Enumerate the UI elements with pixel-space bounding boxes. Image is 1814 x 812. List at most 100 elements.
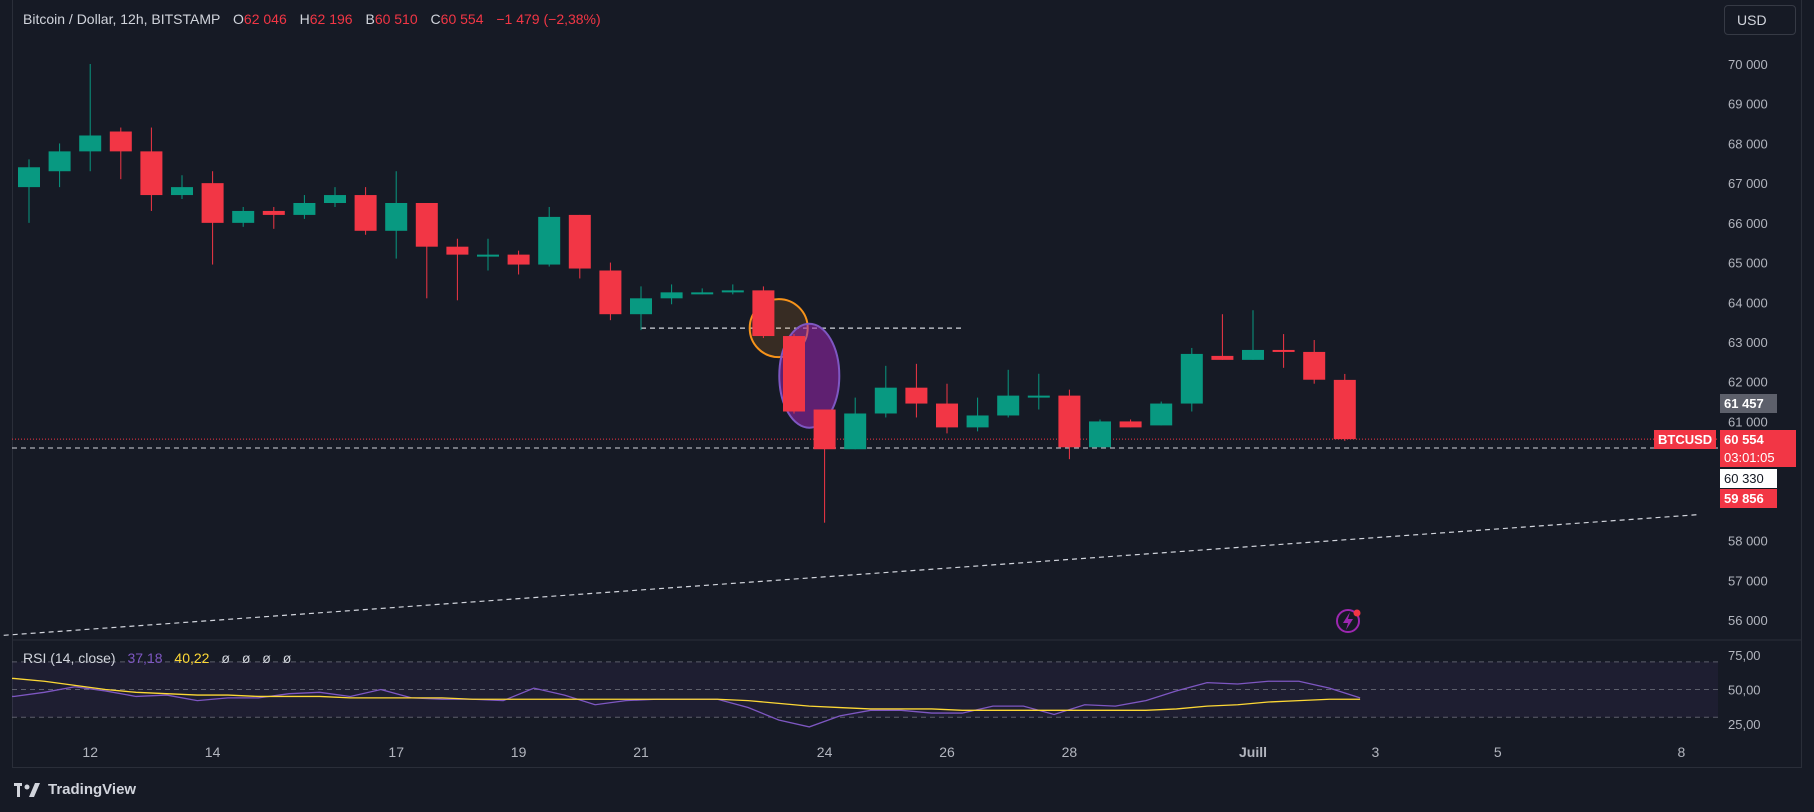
candle	[18, 159, 40, 223]
candle-body	[844, 413, 867, 450]
candle-body	[18, 167, 40, 188]
candle-body	[538, 216, 561, 265]
candle-body	[507, 254, 530, 265]
candle-body	[171, 187, 193, 196]
candle	[1242, 310, 1264, 360]
close-label: C	[430, 11, 441, 27]
price-tag-59856: 59 856	[1720, 489, 1777, 508]
candle	[293, 195, 316, 219]
candle	[813, 409, 836, 523]
candle-body	[232, 210, 255, 223]
countdown-tag: 03:01:05	[1720, 448, 1796, 467]
price-tick-label: 64 000	[1728, 295, 1768, 310]
open-value: 62 046	[243, 11, 287, 27]
rsi-empty-1: ø	[221, 650, 230, 666]
candle	[1303, 340, 1326, 384]
price-tick-label: 63 000	[1728, 335, 1768, 350]
alert-dot	[1353, 609, 1361, 617]
candle-body	[1303, 351, 1326, 380]
price-tick-label: 56 000	[1728, 613, 1768, 628]
grid-layer	[12, 639, 1802, 641]
candle	[385, 171, 408, 259]
candle-body	[599, 270, 622, 315]
price-tag-60330: 60 330	[1720, 469, 1777, 488]
candle	[844, 397, 867, 450]
candle	[140, 127, 163, 211]
price-tick-label: 57 000	[1728, 573, 1768, 588]
candle	[324, 187, 346, 207]
candle	[477, 238, 499, 271]
candle	[936, 383, 958, 434]
symbol-tag: BTCUSD	[1654, 430, 1716, 449]
candle-body	[1058, 395, 1081, 448]
candle	[874, 365, 897, 418]
candle-body	[1089, 421, 1111, 448]
rsi-tick-label: 50,00	[1728, 683, 1761, 698]
candle-body	[140, 151, 163, 196]
candle-body	[936, 403, 958, 428]
tradingview-logo-icon	[14, 782, 40, 797]
time-tick-label: 26	[939, 744, 955, 760]
candle-body	[385, 203, 408, 231]
price-tick-label: 67 000	[1728, 176, 1768, 191]
time-tick-label: 28	[1062, 744, 1078, 760]
lightning-bolt	[1343, 612, 1353, 630]
symbol-title: Bitcoin / Dollar, 12h, BITSTAMP	[23, 11, 221, 27]
candle-body	[477, 254, 499, 257]
last-price-tag: 60 554	[1720, 430, 1796, 449]
candle-body	[997, 395, 1020, 416]
candle	[354, 187, 377, 235]
candle-body	[415, 203, 438, 247]
candle	[905, 363, 928, 418]
candle	[691, 288, 714, 295]
time-tick-label: 12	[82, 744, 98, 760]
candle	[660, 284, 683, 305]
close-value: 60 554	[440, 11, 484, 27]
brand-name: TradingView	[48, 781, 137, 798]
change-value: −1 479 (−2,38%)	[496, 11, 601, 27]
rsi-ma-value: 40,22	[174, 650, 210, 666]
candle-body	[660, 292, 683, 299]
brand-logo[interactable]: TradingView	[14, 781, 136, 798]
candle-body	[324, 195, 346, 203]
candle	[997, 369, 1020, 418]
currency-button[interactable]: USD	[1724, 5, 1796, 35]
candle	[79, 64, 102, 172]
rsi-tick-label: 75,00	[1728, 648, 1761, 663]
price-tick-label: 65 000	[1728, 256, 1768, 271]
candle-body	[813, 409, 836, 450]
candle-body	[721, 290, 744, 293]
price-tick-label: 58 000	[1728, 534, 1768, 549]
icon-layer	[1336, 609, 1361, 633]
candle	[783, 334, 805, 414]
price-axis: 70 000 69 000 68 000 67 000 66 000 65 000 64 0…	[1728, 57, 1768, 732]
rsi-legend[interactable]: RSI (14, close) 37,18 40,22 ø ø ø ø	[23, 650, 299, 666]
price-tick-label: 70 000	[1728, 57, 1768, 72]
candle-body	[783, 336, 805, 412]
candle	[568, 214, 591, 279]
candle	[1119, 419, 1142, 428]
candle-body	[691, 292, 714, 295]
time-tick-label: 21	[633, 744, 649, 760]
rsi-value: 37,18	[127, 650, 163, 666]
candle	[1333, 373, 1356, 441]
candle	[171, 175, 193, 200]
candle	[1180, 347, 1203, 412]
trend-line	[0, 514, 1697, 637]
candle-body	[1211, 355, 1234, 360]
candle-body	[1027, 395, 1050, 398]
candles-layer	[18, 64, 1356, 523]
lightning-alert-icon	[1336, 609, 1361, 633]
high-value: 62 196	[309, 11, 353, 27]
time-tick-label: 5	[1494, 744, 1502, 760]
time-tick-label: 17	[388, 744, 404, 760]
candle-body	[1272, 349, 1295, 352]
time-tick-label: 3	[1372, 744, 1380, 760]
time-tick-label: 19	[511, 744, 527, 760]
candle	[1027, 373, 1050, 410]
rsi-background	[12, 661, 1718, 718]
candle-body	[874, 387, 897, 414]
candle-body	[201, 183, 224, 223]
candle	[538, 206, 561, 267]
